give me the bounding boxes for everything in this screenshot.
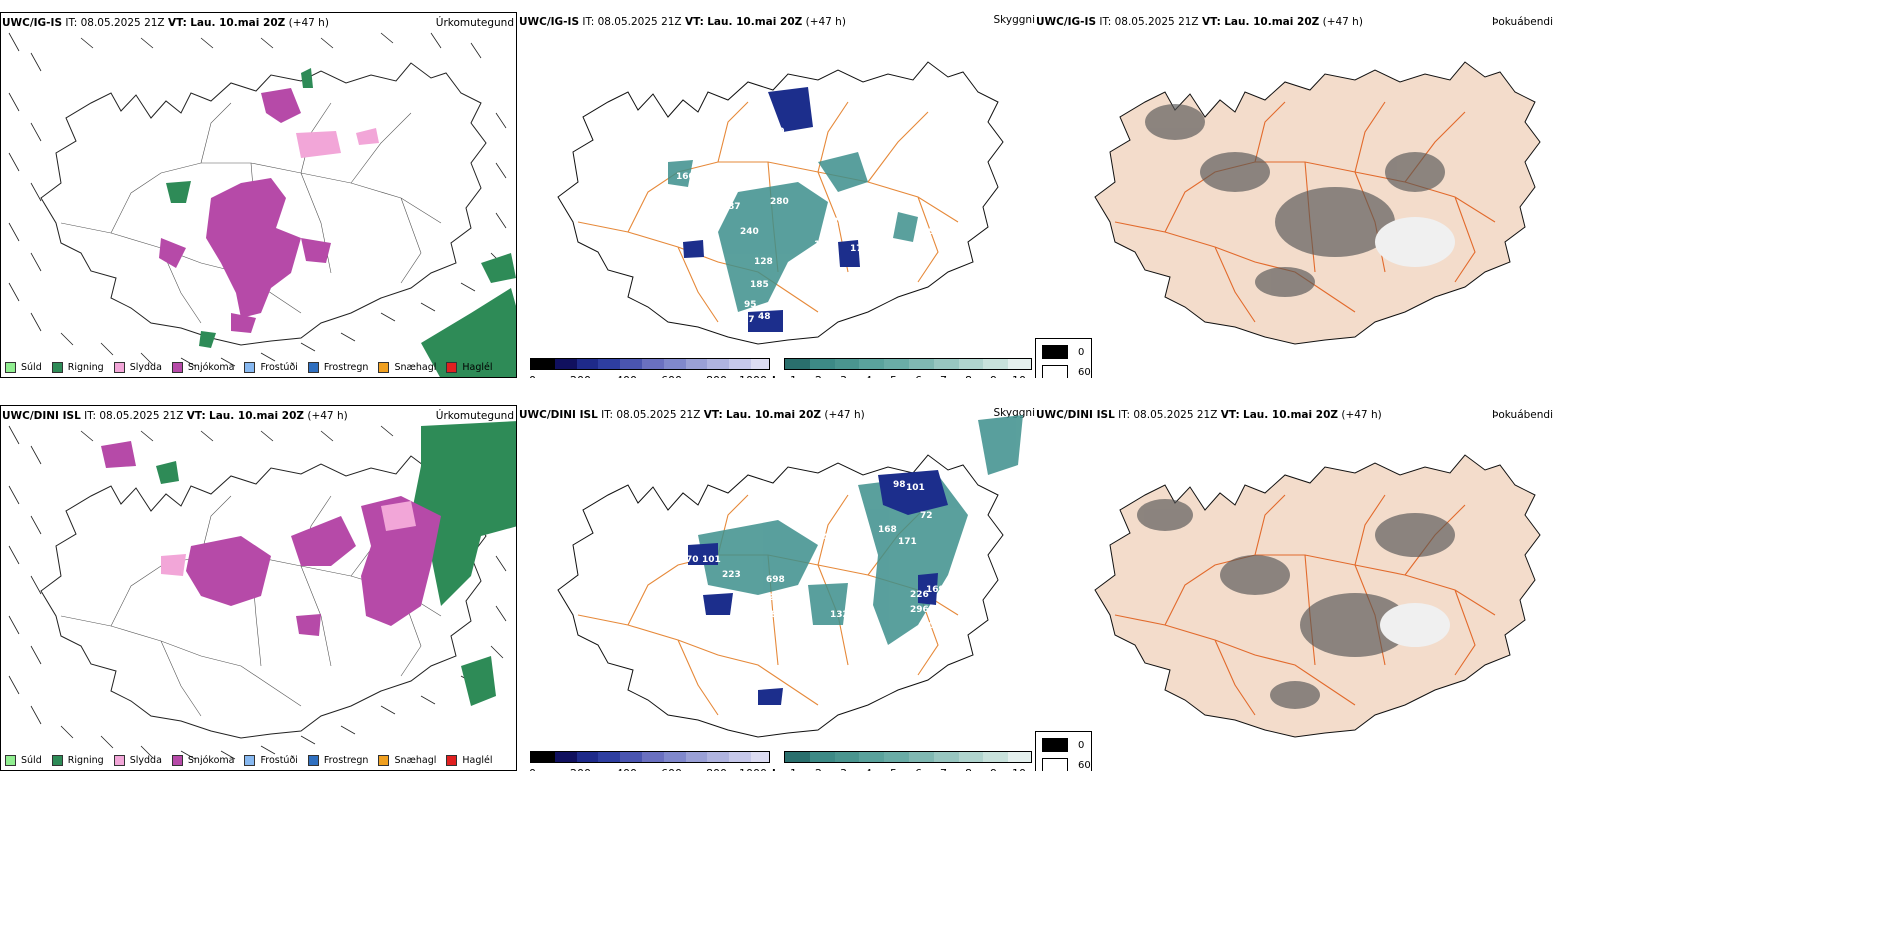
legend-item: Slydda — [113, 362, 162, 373]
precip-map — [8, 421, 516, 760]
visibility-km-colorbar: km 1 2 3 4 5 6 7 8 9 10 — [772, 751, 1035, 771]
legend-item: Frostúði — [244, 755, 298, 766]
precip-type-panel-ig: UWC/IG-IS IT: 08.05.2025 21Z VT: Lau. 10… — [0, 12, 517, 378]
precip-legend: Súld Rigning Slydda Snjókoma Frostúði Fr… — [5, 755, 493, 766]
product-name: Úrkomutegund — [435, 17, 514, 29]
legend-item: Snæhagl — [378, 755, 436, 766]
panel-title: UWC/DINI ISL IT: 08.05.2025 21Z VT: Lau.… — [2, 410, 348, 422]
precip-legend: Súld Rigning Slydda Snjókoma Frostúði Fr… — [5, 362, 493, 373]
precip-type-panel-dini: UWC/DINI ISL IT: 08.05.2025 21Z VT: Lau.… — [0, 405, 517, 771]
fog-legend: 0 60 — [1035, 731, 1092, 771]
fog-map — [1094, 61, 1541, 345]
legend-item: Súld — [5, 755, 42, 766]
panel-title: UWC/IG-IS IT: 08.05.2025 21Z VT: Lau. 10… — [1036, 16, 1363, 28]
visibility-m-colorbar: m 0 200 400 600 800 1000 — [518, 358, 773, 378]
rain-areas — [166, 68, 516, 377]
legend-item: Snjókoma — [171, 362, 234, 373]
visibility-dense-areas — [688, 470, 948, 705]
product-name: Úrkomutegund — [435, 410, 514, 422]
fog-map — [1094, 454, 1541, 738]
visibility-dense-areas — [683, 87, 860, 332]
product-name: Skyggni — [993, 14, 1036, 26]
visibility-teal-areas — [668, 152, 918, 312]
panel-title: UWC/DINI ISL IT: 08.05.2025 21Z VT: Lau.… — [1036, 409, 1382, 421]
fog-light-area — [1380, 603, 1450, 647]
legend-item: Frostregn — [307, 362, 368, 373]
visibility-teal-areas — [698, 415, 1023, 645]
sleet-areas — [296, 128, 379, 158]
legend-item: Slydda — [113, 755, 162, 766]
visibility-m-colorbar: m 0 200 400 600 800 1000 — [518, 751, 773, 771]
fog-panel-ig: UWC/IG-IS IT: 08.05.2025 21Z VT: Lau. 10… — [1035, 12, 1557, 378]
visibility-map — [557, 415, 1023, 738]
panel-title: UWC/IG-IS IT: 08.05.2025 21Z VT: Lau. 10… — [2, 17, 329, 29]
panel-title: UWC/IG-IS IT: 08.05.2025 21Z VT: Lau. 10… — [519, 16, 846, 28]
legend-item: Frostúði — [244, 362, 298, 373]
legend-item: Snjókoma — [171, 755, 234, 766]
snow-areas — [101, 441, 441, 636]
precip-map — [8, 32, 516, 377]
fog-light-area — [1375, 217, 1455, 267]
panel-title: UWC/DINI ISL IT: 08.05.2025 21Z VT: Lau.… — [519, 409, 865, 421]
legend-item: Haglél — [446, 362, 493, 373]
product-name: Skyggni — [993, 407, 1036, 419]
legend-item: Rigning — [51, 362, 104, 373]
product-name: Þokuábendi — [1492, 409, 1553, 421]
sleet-areas — [161, 501, 416, 576]
snow-areas — [159, 88, 331, 333]
fog-legend: 0 60 — [1035, 338, 1092, 378]
fog-dark-areas — [1145, 104, 1445, 297]
legend-item: Rigning — [51, 755, 104, 766]
visibility-panel-dini: UWC/DINI ISL IT: 08.05.2025 21Z VT: Lau.… — [518, 405, 1035, 771]
fog-panel-dini: UWC/DINI ISL IT: 08.05.2025 21Z VT: Lau.… — [1035, 405, 1557, 771]
legend-item: Haglél — [446, 755, 493, 766]
visibility-panel-ig: UWC/IG-IS IT: 08.05.2025 21Z VT: Lau. 10… — [518, 12, 1035, 378]
rain-areas — [156, 421, 516, 706]
legend-item: Frostregn — [307, 755, 368, 766]
product-name: Þokuábendi — [1492, 16, 1553, 28]
visibility-map — [557, 61, 1004, 345]
legend-item: Súld — [5, 362, 42, 373]
visibility-km-colorbar: km 1 2 3 4 5 6 7 8 9 10 — [772, 358, 1035, 378]
legend-item: Snæhagl — [378, 362, 436, 373]
fog-dark-areas — [1137, 499, 1455, 709]
